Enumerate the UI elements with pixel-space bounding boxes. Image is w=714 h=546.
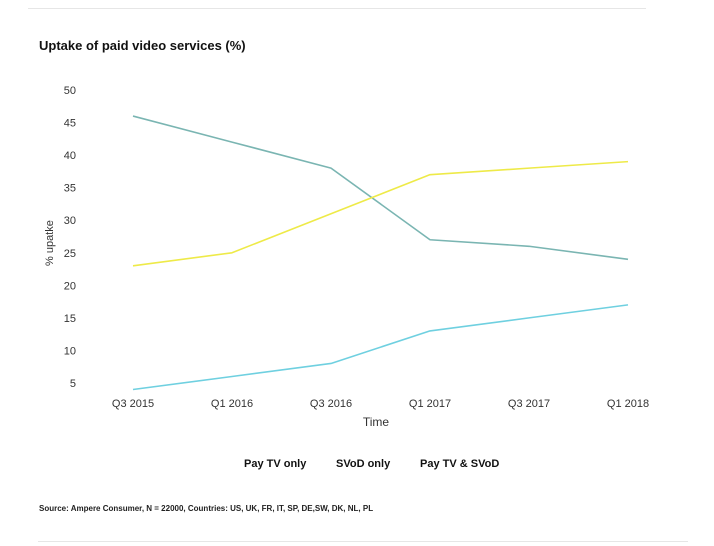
y-tick-label: 30 <box>64 215 76 227</box>
x-tick-label: Q1 2016 <box>211 398 253 410</box>
x-tick-label: Q3 2015 <box>112 398 154 410</box>
y-axis-ticks: 5 10 15 20 25 30 35 40 45 50 <box>64 85 76 390</box>
y-tick-label: 10 <box>64 345 76 357</box>
x-tick-label: Q3 2017 <box>508 398 550 410</box>
y-tick-label: 40 <box>64 150 76 162</box>
x-tick-label: Q3 2016 <box>310 398 352 410</box>
x-tick-label: Q1 2017 <box>409 398 451 410</box>
series-line-0 <box>132 115 629 261</box>
legend-item-pay-tv-and-svod: Pay TV & SVoD <box>420 458 500 470</box>
y-tick-label: 45 <box>64 118 76 130</box>
legend-item-pay-tv-only: Pay TV only <box>244 458 307 470</box>
y-tick-label: 20 <box>64 280 76 292</box>
bottom-divider <box>38 541 688 542</box>
series-lines <box>132 115 629 391</box>
y-tick-label: 5 <box>70 378 76 390</box>
series-line-1 <box>132 304 629 391</box>
x-tick-label: Q1 2018 <box>607 398 649 410</box>
chart-title: Uptake of paid video services (%) <box>39 38 246 53</box>
y-tick-label: 50 <box>64 85 76 97</box>
y-tick-label: 35 <box>64 183 76 195</box>
x-axis-label: Time <box>363 415 390 429</box>
chart-legend: Pay TV only SVoD only Pay TV & SVoD <box>0 458 714 472</box>
y-tick-label: 15 <box>64 313 76 325</box>
y-axis-label: % upatke <box>44 220 56 266</box>
y-tick-label: 25 <box>64 248 76 260</box>
top-divider <box>28 8 646 9</box>
legend-item-svod-only: SVoD only <box>336 458 391 470</box>
source-note: Source: Ampere Consumer, N = 22000, Coun… <box>39 504 374 513</box>
x-axis-ticks: Q3 2015 Q1 2016 Q3 2016 Q1 2017 Q3 2017 Q1 20… <box>112 398 649 410</box>
series-line-2 <box>132 160 629 267</box>
